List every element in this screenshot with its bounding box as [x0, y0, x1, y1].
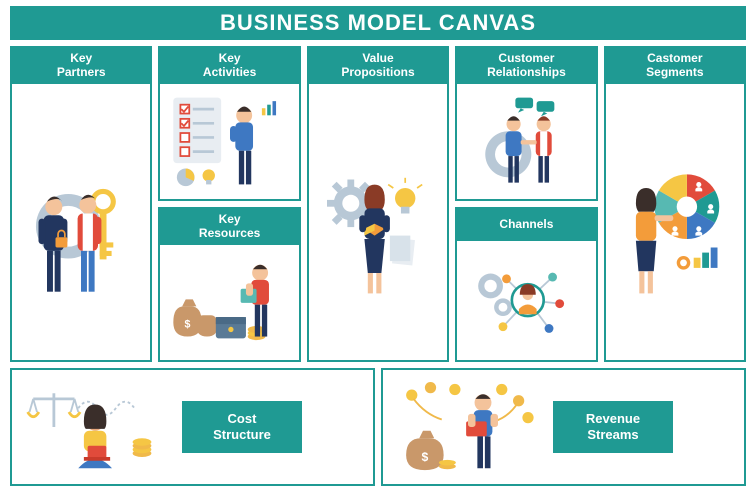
col-customer-segments: Castomer Segments [604, 46, 746, 362]
header-key-partners: Key Partners [12, 48, 150, 84]
illus-key-activities [160, 84, 298, 199]
illus-key-resources: $ [160, 245, 298, 360]
header-customer-segments: Castomer Segments [606, 48, 744, 84]
header-key-activities: Key Activities [160, 48, 298, 84]
illus-key-partners [12, 84, 150, 360]
col-value-propositions: Value Propositions [307, 46, 449, 362]
cell-key-activities: Key Activities [158, 46, 300, 201]
cell-key-partners: Key Partners [10, 46, 152, 362]
cell-customer-segments: Castomer Segments [604, 46, 746, 362]
col-relationships-channels: Customer Relationships [455, 46, 597, 362]
cell-customer-relationships: Customer Relationships [455, 46, 597, 201]
illus-cost-structure [22, 376, 172, 478]
header-customer-relationships: Customer Relationships [457, 48, 595, 84]
cell-value-propositions: Value Propositions [307, 46, 449, 362]
illus-revenue-streams: $ [393, 376, 543, 478]
svg-text:$: $ [184, 319, 190, 331]
svg-text:$: $ [421, 450, 428, 464]
canvas-title: BUSINESS MODEL CANVAS [10, 6, 746, 40]
illus-channels [457, 241, 595, 360]
header-key-resources: Key Resources [160, 209, 298, 245]
illus-customer-relationships [457, 84, 595, 199]
col-activities-resources: Key Activities [158, 46, 300, 362]
illus-customer-segments [606, 84, 744, 360]
canvas-top-grid: Key Partners [10, 46, 746, 362]
cell-revenue-streams: $ Revenue Streams [381, 368, 746, 486]
canvas-bottom-grid: Cost Structure $ [10, 368, 746, 486]
cell-cost-structure: Cost Structure [10, 368, 375, 486]
cell-channels: Channels [455, 207, 597, 362]
label-revenue-streams: Revenue Streams [553, 401, 673, 452]
illus-value-propositions [309, 84, 447, 360]
label-cost-structure: Cost Structure [182, 401, 302, 452]
col-key-partners: Key Partners [10, 46, 152, 362]
business-model-canvas: BUSINESS MODEL CANVAS Key Partners [0, 0, 756, 500]
cell-key-resources: Key Resources $ [158, 207, 300, 362]
header-value-propositions: Value Propositions [309, 48, 447, 84]
header-channels: Channels [457, 209, 595, 241]
